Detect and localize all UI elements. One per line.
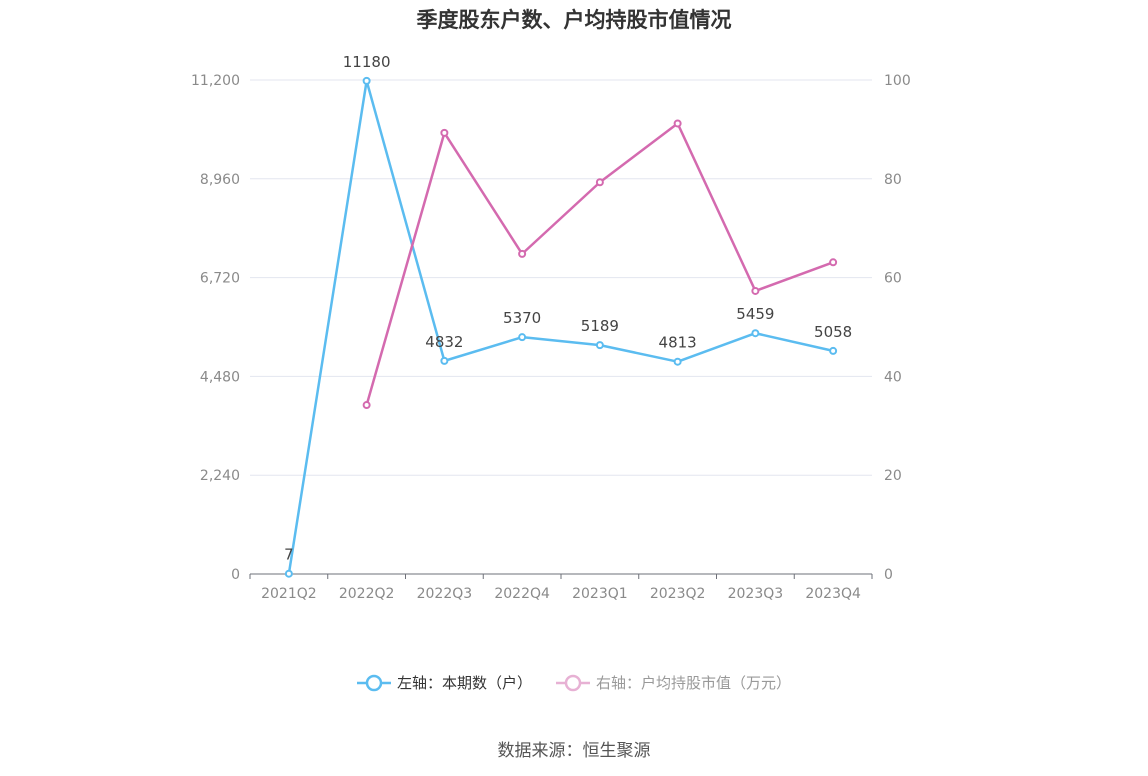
legend-label-left: 左轴：本期数（户）	[396, 674, 532, 692]
data-label: 4813	[659, 334, 697, 352]
data-point	[284, 569, 293, 578]
legend-item-right-series[interactable]: 右轴：户均持股市值（万元）	[556, 672, 791, 693]
data-point	[440, 128, 449, 137]
data-label: 5058	[814, 323, 852, 341]
data-point	[751, 329, 760, 338]
data-point	[673, 119, 682, 128]
left-tick-label: 11,200	[191, 73, 240, 89]
data-label: 5459	[736, 305, 774, 323]
x-tick-label: 2023Q4	[805, 586, 861, 602]
x-tick-label: 2022Q3	[417, 586, 473, 602]
data-labels: 7 11180 4832 5370 5189 4813 5459 5058	[284, 53, 852, 564]
line-chart: 0 2,240 4,480 6,720 8,960 11,200 0 20 40 60 80 100…	[191, 53, 911, 602]
grid-lines	[250, 79, 872, 476]
data-point	[362, 401, 371, 410]
source-note: 数据来源：恒生聚源	[497, 741, 651, 761]
left-axis: 0 2,240 4,480 6,720 8,960 11,200	[191, 73, 240, 583]
left-tick-label: 6,720	[200, 271, 240, 287]
legend: 左轴：本期数（户） 右轴：户均持股市值（万元）	[0, 672, 1148, 693]
x-tick-label: 2023Q2	[650, 586, 706, 602]
legend-line-marker-icon	[356, 674, 391, 691]
data-point	[829, 346, 838, 355]
series-line-0	[287, 79, 834, 574]
legend-item-left-series[interactable]: 左轴：本期数（户）	[356, 672, 532, 693]
chart-title: 季度股东户数、户均持股市值情况	[416, 8, 732, 32]
right-tick-label: 80	[884, 172, 902, 188]
data-point	[829, 258, 838, 267]
right-tick-label: 20	[884, 468, 902, 484]
series-layer	[284, 76, 838, 578]
right-tick-label: 40	[884, 369, 902, 385]
data-point	[673, 357, 682, 366]
data-point	[518, 333, 527, 342]
legend-label-right: 右轴：户均持股市值（万元）	[596, 674, 792, 692]
x-tick-label: 2022Q4	[494, 586, 550, 602]
data-label: 5189	[581, 317, 619, 335]
series-line-1	[365, 122, 834, 406]
left-tick-label: 8,960	[200, 172, 240, 188]
right-tick-label: 60	[884, 271, 902, 287]
right-tick-label: 0	[884, 567, 893, 583]
data-point	[595, 341, 604, 350]
data-label: 4832	[425, 333, 463, 351]
right-axis: 0 20 40 60 80 100	[884, 73, 911, 583]
data-point	[595, 178, 604, 187]
left-tick-label: 2,240	[200, 468, 240, 484]
x-tick-label: 2021Q2	[261, 586, 317, 602]
x-tick-label: 2023Q3	[728, 586, 784, 602]
data-label: 7	[284, 546, 294, 564]
data-label: 5370	[503, 309, 541, 327]
data-point	[751, 286, 760, 295]
data-point	[518, 249, 527, 258]
right-tick-label: 100	[884, 73, 911, 89]
data-point	[440, 356, 449, 365]
left-tick-label: 0	[231, 567, 240, 583]
data-label: 11180	[343, 53, 391, 71]
legend-line-marker-icon	[556, 674, 590, 691]
x-tick-label: 2022Q2	[339, 586, 395, 602]
x-tick-label: 2023Q1	[572, 586, 628, 602]
left-tick-label: 4,480	[200, 369, 240, 385]
data-point	[362, 76, 371, 85]
x-axis: 2021Q2 2022Q2 2022Q3 2022Q4 2023Q1 2023Q2 2023…	[249, 573, 873, 602]
